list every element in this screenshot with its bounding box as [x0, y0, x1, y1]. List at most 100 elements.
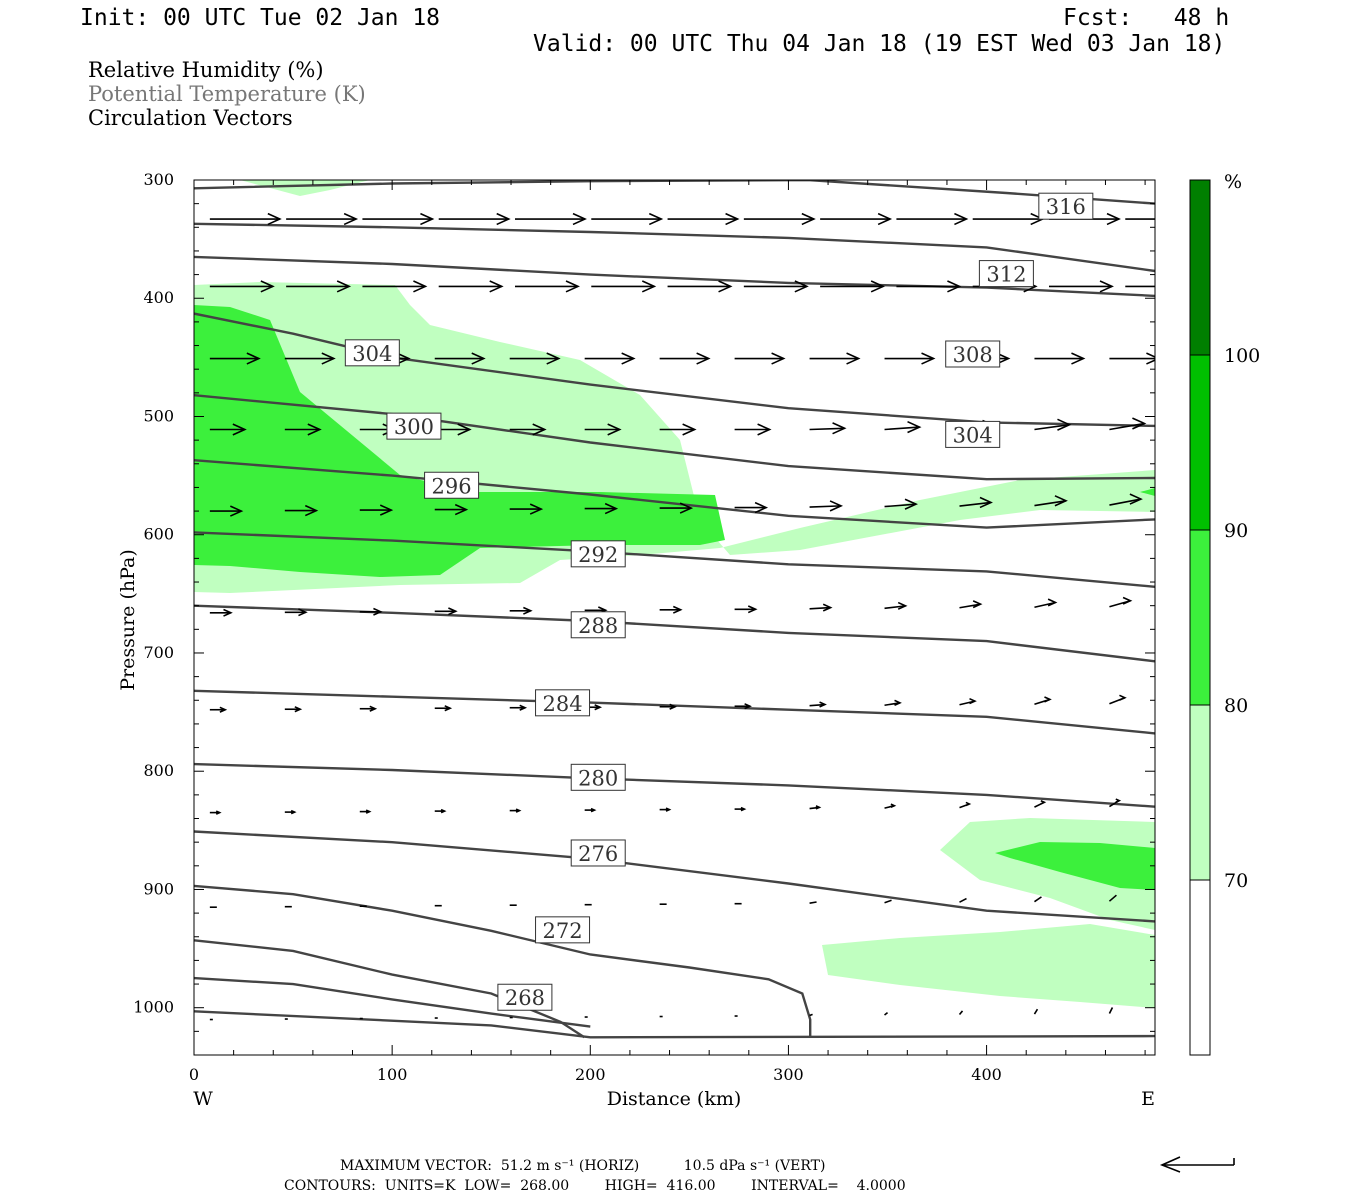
vector-head — [267, 212, 282, 226]
rh-70-band-top — [240, 180, 370, 196]
isentrope-312 — [194, 255, 1155, 298]
y-tick-label: 600 — [143, 525, 174, 544]
isentrope-272 — [194, 939, 585, 1039]
y-axis-label: Pressure (hPa) — [117, 549, 139, 691]
vector-head — [246, 352, 261, 365]
x-tick-label: 400 — [971, 1065, 1002, 1084]
vector-shaft — [884, 426, 920, 431]
vector-shaft — [1033, 1008, 1039, 1015]
vector-head — [904, 498, 918, 510]
colorbar-80 — [1190, 530, 1210, 705]
vector-head — [604, 502, 619, 515]
vector-head — [594, 704, 603, 711]
contour-label-box — [535, 916, 591, 944]
isentrope-268 — [194, 976, 591, 1028]
vector-head — [532, 423, 547, 436]
vector-shaft — [884, 605, 906, 610]
vector-head — [215, 810, 222, 815]
vector-head — [965, 801, 972, 807]
vector-shaft — [959, 501, 992, 507]
colorbar-label-90: 90 — [1224, 520, 1248, 542]
y-axis-ticks — [194, 179, 1155, 1056]
vector-shaft — [1108, 894, 1117, 902]
vector-shaft — [809, 505, 842, 508]
contour-label: 268 — [505, 986, 545, 1010]
vector-head — [954, 212, 969, 226]
vector-head — [672, 605, 683, 614]
vector-head — [894, 699, 902, 706]
vector-head — [1071, 352, 1086, 365]
contour-label-box — [570, 839, 626, 867]
vector-head — [489, 280, 504, 293]
vector-head — [373, 607, 383, 616]
vector-head — [747, 605, 758, 614]
vector-head — [336, 280, 352, 293]
colorbar-label-100: 100 — [1224, 345, 1260, 367]
init-time: Init: 00 UTC Tue 02 Jan 18 — [80, 5, 441, 31]
vector-head — [369, 705, 378, 712]
x-axis-ticks — [193, 180, 1146, 1055]
vector-head — [260, 280, 275, 293]
rh-80-band-edge — [1140, 488, 1155, 496]
reference-vector-arrow — [1159, 1156, 1235, 1173]
vector-head — [307, 423, 322, 436]
vector-head — [223, 608, 233, 617]
x-tick-label: 0 — [189, 1065, 199, 1084]
max-vector-info: MAXIMUM VECTOR: 51.2 m s⁻¹ (HORIZ) 10.5 … — [340, 1158, 826, 1174]
contour-label: 288 — [578, 614, 618, 638]
vector-head — [515, 808, 522, 813]
vector-head — [1054, 495, 1068, 507]
vector-head — [1040, 800, 1047, 805]
contour-label: 272 — [543, 919, 583, 943]
colorbar-100 — [1190, 180, 1210, 355]
y-tick-label: 400 — [143, 288, 174, 307]
vector-shaft — [1108, 1007, 1114, 1014]
isentrope-284 — [194, 762, 1155, 808]
vector-head — [529, 503, 544, 515]
contour-label-box — [424, 471, 480, 499]
y-axis-tick-labels: 300 400 500 600 700 800 900 1000 — [133, 170, 174, 1017]
vector-head — [897, 601, 908, 610]
y-tick-label: 800 — [143, 761, 174, 780]
vector-head — [665, 807, 672, 812]
y-tick-label: 700 — [143, 643, 174, 662]
vector-head — [1122, 596, 1133, 605]
vector-head — [815, 805, 822, 810]
valid-time: Valid: 00 UTC Thu 04 Jan 18 (19 EST Wed … — [533, 31, 1226, 57]
forecast-hour: Fcst: 48 h — [1063, 5, 1230, 31]
contour-label-box — [570, 540, 626, 568]
contour-label-box — [945, 340, 1001, 368]
vector-head — [972, 600, 983, 609]
vector-head — [294, 706, 303, 713]
vector-head — [679, 502, 694, 514]
legend-potential-temperature: Potential Temperature (K) — [88, 82, 366, 106]
contour-label-box — [497, 983, 553, 1011]
vector-head — [1044, 696, 1052, 703]
colorbar-below-70 — [1190, 880, 1210, 1055]
contour-label-box — [535, 689, 591, 717]
contour-label: 280 — [578, 766, 618, 790]
colorbar-unit: % — [1224, 171, 1242, 193]
vector-head — [1099, 280, 1114, 293]
colorbar: % 100 90 80 70 — [1189, 171, 1260, 1056]
vector-head — [572, 212, 587, 226]
vector-head — [696, 352, 711, 365]
colorbar-90 — [1190, 355, 1210, 530]
vector-head — [420, 212, 435, 226]
contour-label: 276 — [578, 842, 618, 866]
contour-label: 292 — [578, 543, 618, 567]
contour-label: 308 — [953, 343, 993, 367]
contour-label: 312 — [986, 263, 1026, 287]
vector-head — [379, 504, 394, 516]
vector-head — [1119, 694, 1127, 701]
vector-head — [454, 503, 469, 516]
contour-label: 304 — [953, 423, 993, 447]
vector-head — [1132, 417, 1147, 430]
vector-head — [321, 352, 336, 365]
vector-head — [1057, 418, 1072, 431]
vector-head — [590, 807, 597, 813]
vector-head — [457, 423, 472, 436]
vector-head — [979, 496, 993, 509]
vector-head — [396, 352, 411, 365]
contour-label-box — [978, 260, 1034, 288]
